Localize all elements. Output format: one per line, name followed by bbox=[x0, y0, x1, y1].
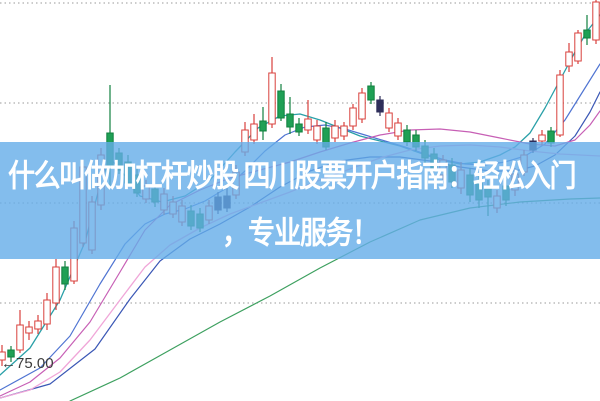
candle bbox=[574, 32, 582, 62]
candle bbox=[331, 125, 339, 139]
candle bbox=[259, 120, 267, 132]
candle bbox=[25, 326, 33, 334]
candle bbox=[538, 134, 546, 142]
candle bbox=[250, 123, 258, 141]
candle bbox=[34, 320, 42, 330]
banner-line-1: 什么叫做加杠杆炒股 四川股票开户指南：轻松入门 bbox=[8, 159, 577, 194]
candle bbox=[61, 266, 69, 285]
candle bbox=[565, 51, 573, 67]
candle bbox=[403, 129, 411, 143]
candle bbox=[592, 1, 600, 41]
candle bbox=[340, 125, 348, 137]
candle bbox=[286, 113, 294, 128]
candle bbox=[16, 324, 24, 351]
candle bbox=[0, 351, 6, 361]
candle bbox=[295, 123, 303, 133]
candle bbox=[358, 92, 366, 120]
candle bbox=[268, 72, 276, 125]
candle bbox=[556, 74, 564, 136]
candle bbox=[304, 118, 312, 131]
banner-line-2: ，专业服务！ bbox=[222, 216, 379, 251]
candle bbox=[52, 266, 60, 304]
price-marker-label: ←75.00 bbox=[1, 355, 54, 372]
candle bbox=[7, 349, 15, 358]
promo-banner: 什么叫做加杠杆炒股 四川股票开户指南：轻松入门 ，专业服务！ bbox=[0, 142, 600, 259]
candle bbox=[394, 122, 402, 137]
candle bbox=[43, 299, 51, 325]
candle bbox=[277, 90, 285, 119]
candle bbox=[349, 107, 357, 127]
candle bbox=[583, 29, 591, 39]
candle bbox=[376, 99, 384, 113]
candle bbox=[367, 85, 375, 101]
candle bbox=[385, 112, 393, 129]
candle bbox=[313, 125, 321, 141]
